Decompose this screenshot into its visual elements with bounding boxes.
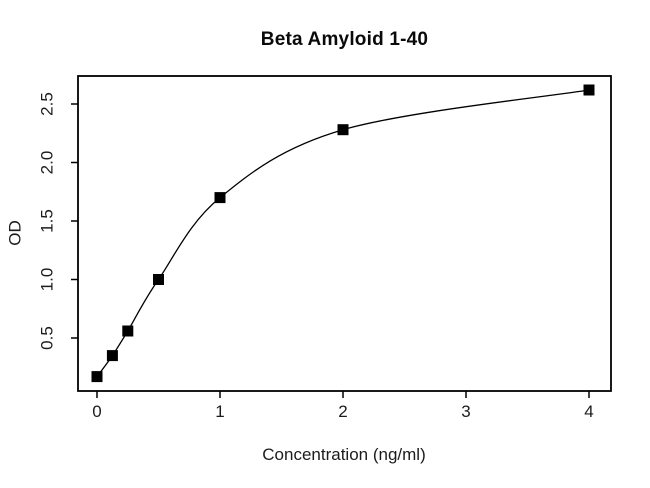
chart-title: Beta Amyloid 1-40 <box>260 29 429 50</box>
y-axis-ticks: 0.5 1.0 1.5 2.0 2.5 <box>38 92 78 350</box>
y-tick-label: 1.0 <box>38 268 57 292</box>
y-tick-label: 0.5 <box>38 326 57 350</box>
data-points <box>91 84 595 383</box>
y-tick-label: 1.5 <box>38 209 57 233</box>
data-point <box>91 371 103 383</box>
y-axis-title: OD <box>6 220 25 246</box>
data-point <box>214 192 226 204</box>
x-tick-label: 1 <box>215 402 224 421</box>
y-tick-label: 2.0 <box>38 151 57 175</box>
x-tick-label: 3 <box>461 402 470 421</box>
plot-box <box>77 75 612 392</box>
x-axis-ticks: 0 1 2 3 4 <box>92 391 594 421</box>
data-point <box>122 325 134 337</box>
x-tick-label: 4 <box>584 402 593 421</box>
data-point <box>337 124 349 136</box>
data-point <box>583 84 595 96</box>
data-point <box>153 274 164 285</box>
x-tick-label: 0 <box>92 402 101 421</box>
x-axis-title: Concentration (ng/ml) <box>262 445 425 464</box>
y-tick-label: 2.5 <box>38 92 57 116</box>
data-point <box>106 350 118 362</box>
x-tick-label: 2 <box>338 402 347 421</box>
